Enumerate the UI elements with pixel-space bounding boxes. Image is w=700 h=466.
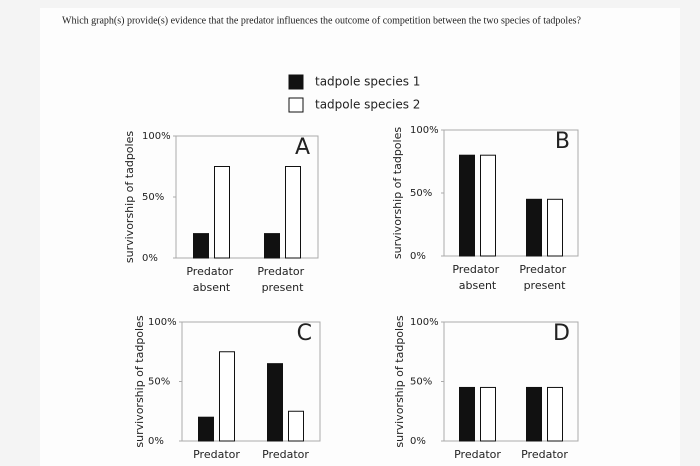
- x-tick-label: Predator absent: [186, 265, 236, 294]
- y-tick-label: 50%: [410, 188, 432, 199]
- x-tick-label: Predator: [193, 448, 240, 461]
- x-tick-word: present: [262, 281, 305, 294]
- x-tick-label: Predator present: [519, 263, 569, 292]
- y-axis-label: survivorship of tadpoles: [133, 315, 146, 447]
- y-tick-label: 50%: [410, 377, 432, 388]
- x-tick-word: Predator: [257, 265, 307, 278]
- x-tick-label: Predator: [262, 448, 309, 461]
- bar: [214, 166, 230, 259]
- x-tick-word: Predator: [519, 263, 569, 276]
- bar: [480, 386, 496, 442]
- chart-title: D: [553, 321, 570, 346]
- bar: [459, 154, 475, 257]
- bar: [285, 166, 301, 259]
- x-tick-label: Predator absent: [452, 263, 502, 292]
- bar: [198, 416, 214, 442]
- x-tick-word: Predator: [193, 448, 240, 461]
- x-tick-word: Predator: [452, 263, 502, 276]
- bar: [267, 363, 283, 442]
- x-tick-word: absent: [193, 281, 231, 294]
- bar: [288, 410, 304, 442]
- y-tick-label: 50%: [148, 377, 170, 388]
- bar: [526, 386, 542, 442]
- question: Which graph(s) provide(s) evidence that …: [62, 15, 582, 26]
- chart-title: B: [555, 129, 570, 154]
- y-tick-label: 100%: [410, 317, 439, 328]
- bar: [219, 351, 235, 442]
- y-tick-label: 0%: [148, 436, 164, 447]
- y-tick-label: 0%: [410, 251, 426, 262]
- y-axis-label: survivorship of tadpoles: [123, 131, 136, 263]
- y-axis-label: survivorship of tadpoles: [391, 127, 404, 259]
- legend-label: tadpole species 2: [315, 98, 420, 112]
- x-tick-word: Predator: [454, 448, 501, 461]
- x-tick-label: Predator: [521, 448, 568, 461]
- page: [40, 8, 680, 466]
- legend-label: tadpole species 1: [315, 75, 420, 89]
- y-tick-label: 50%: [142, 192, 164, 203]
- x-tick-word: Predator: [521, 448, 568, 461]
- y-tick-label: 100%: [410, 125, 439, 136]
- x-tick-label: Predator: [454, 448, 501, 461]
- bar: [547, 386, 563, 442]
- y-tick-label: 0%: [410, 436, 426, 447]
- y-tick-label: 100%: [142, 131, 171, 142]
- bar: [264, 233, 280, 259]
- bar: [480, 154, 496, 257]
- chart-title: A: [295, 135, 310, 160]
- y-tick-label: 100%: [148, 317, 177, 328]
- legend-swatch: [288, 74, 304, 90]
- legend-swatch: [288, 97, 304, 113]
- y-axis-label: survivorship of tadpoles: [393, 315, 406, 447]
- x-tick-label: Predator present: [257, 265, 307, 294]
- bar: [547, 198, 563, 257]
- x-tick-word: Predator: [186, 265, 236, 278]
- x-tick-word: Predator: [262, 448, 309, 461]
- y-tick-label: 0%: [142, 253, 158, 264]
- bar: [193, 233, 209, 259]
- x-tick-word: present: [524, 279, 567, 292]
- bar: [526, 198, 542, 257]
- bar: [459, 386, 475, 442]
- x-tick-word: absent: [459, 279, 497, 292]
- chart-title: C: [297, 321, 312, 346]
